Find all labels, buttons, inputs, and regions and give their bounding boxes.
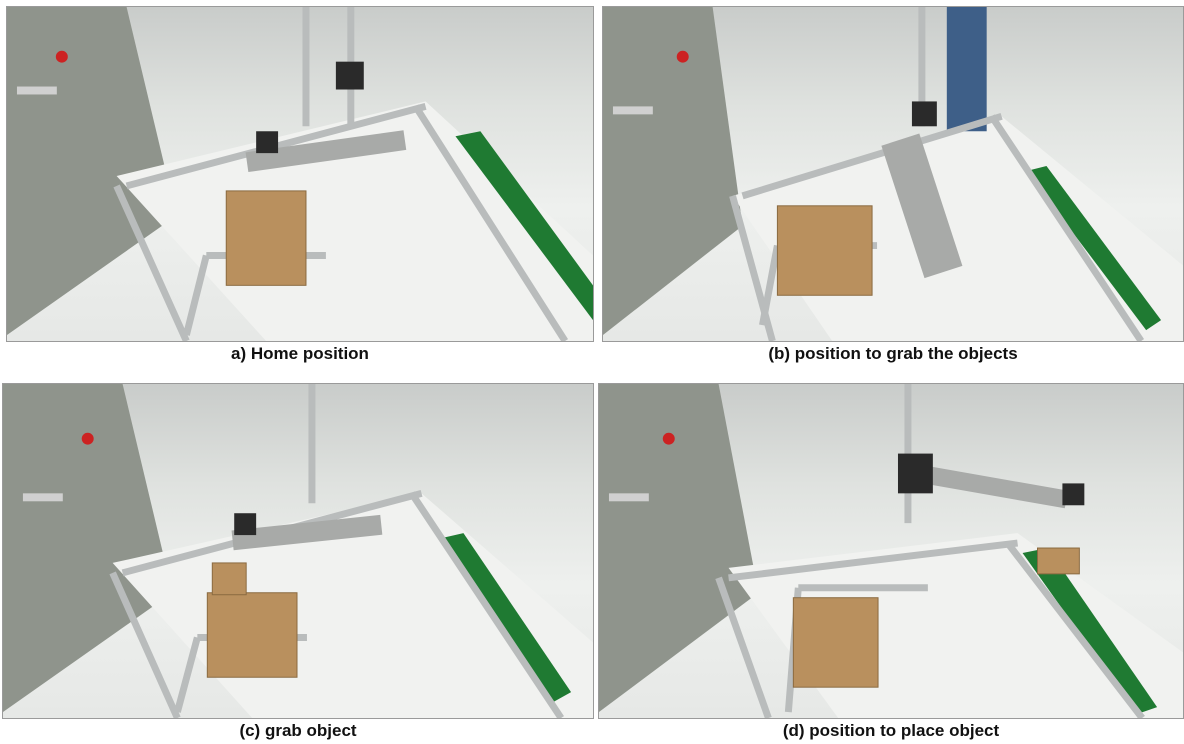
conveyor-belt (441, 533, 572, 703)
stepper-motor (234, 513, 257, 536)
door-handle (608, 493, 649, 502)
side-wall (603, 7, 743, 336)
scene-grab-object (3, 384, 593, 718)
base-motor (897, 453, 933, 494)
cardboard-boxes (225, 190, 307, 286)
placed-box (1037, 547, 1080, 575)
base-motor (335, 61, 364, 90)
caption-panel-a: a) Home position (231, 344, 369, 363)
cardboard-boxes (776, 205, 873, 296)
robot-arm (881, 133, 963, 279)
conveyor-belt (455, 131, 593, 321)
robot-arm (927, 466, 1068, 509)
door-handle (16, 86, 57, 95)
red-button (676, 50, 689, 63)
conveyor-belt (1022, 548, 1158, 715)
door-handle (22, 493, 63, 502)
red-button (81, 432, 94, 445)
red-button (55, 50, 68, 63)
photo-grab-object (2, 383, 594, 719)
caption-panel-d: (d) position to place object (782, 721, 1000, 740)
side-wall (3, 384, 173, 713)
robot-arm (231, 514, 383, 551)
conveyor-belt (1026, 166, 1162, 331)
side-wall (599, 384, 759, 713)
photo-home-position (6, 6, 594, 342)
door-handle (612, 106, 653, 115)
scene-grab-position (603, 7, 1183, 341)
caption-panel-c: (c) grab object (239, 721, 357, 740)
photo-place-object (598, 383, 1184, 719)
robot-arm (245, 130, 407, 173)
cardboard-boxes (792, 597, 879, 688)
stepper-motor (256, 131, 279, 154)
grabbed-box (211, 562, 247, 596)
scene-place-object (599, 384, 1183, 718)
stepper-motor (1062, 483, 1085, 506)
scene-home-position (7, 7, 593, 341)
person-legs (946, 7, 987, 132)
caption-panel-b: (b) position to grab the objects (768, 344, 1018, 363)
cardboard-boxes (206, 592, 298, 678)
photo-grab-position (602, 6, 1184, 342)
red-button (662, 432, 675, 445)
stepper-motor (911, 101, 937, 127)
